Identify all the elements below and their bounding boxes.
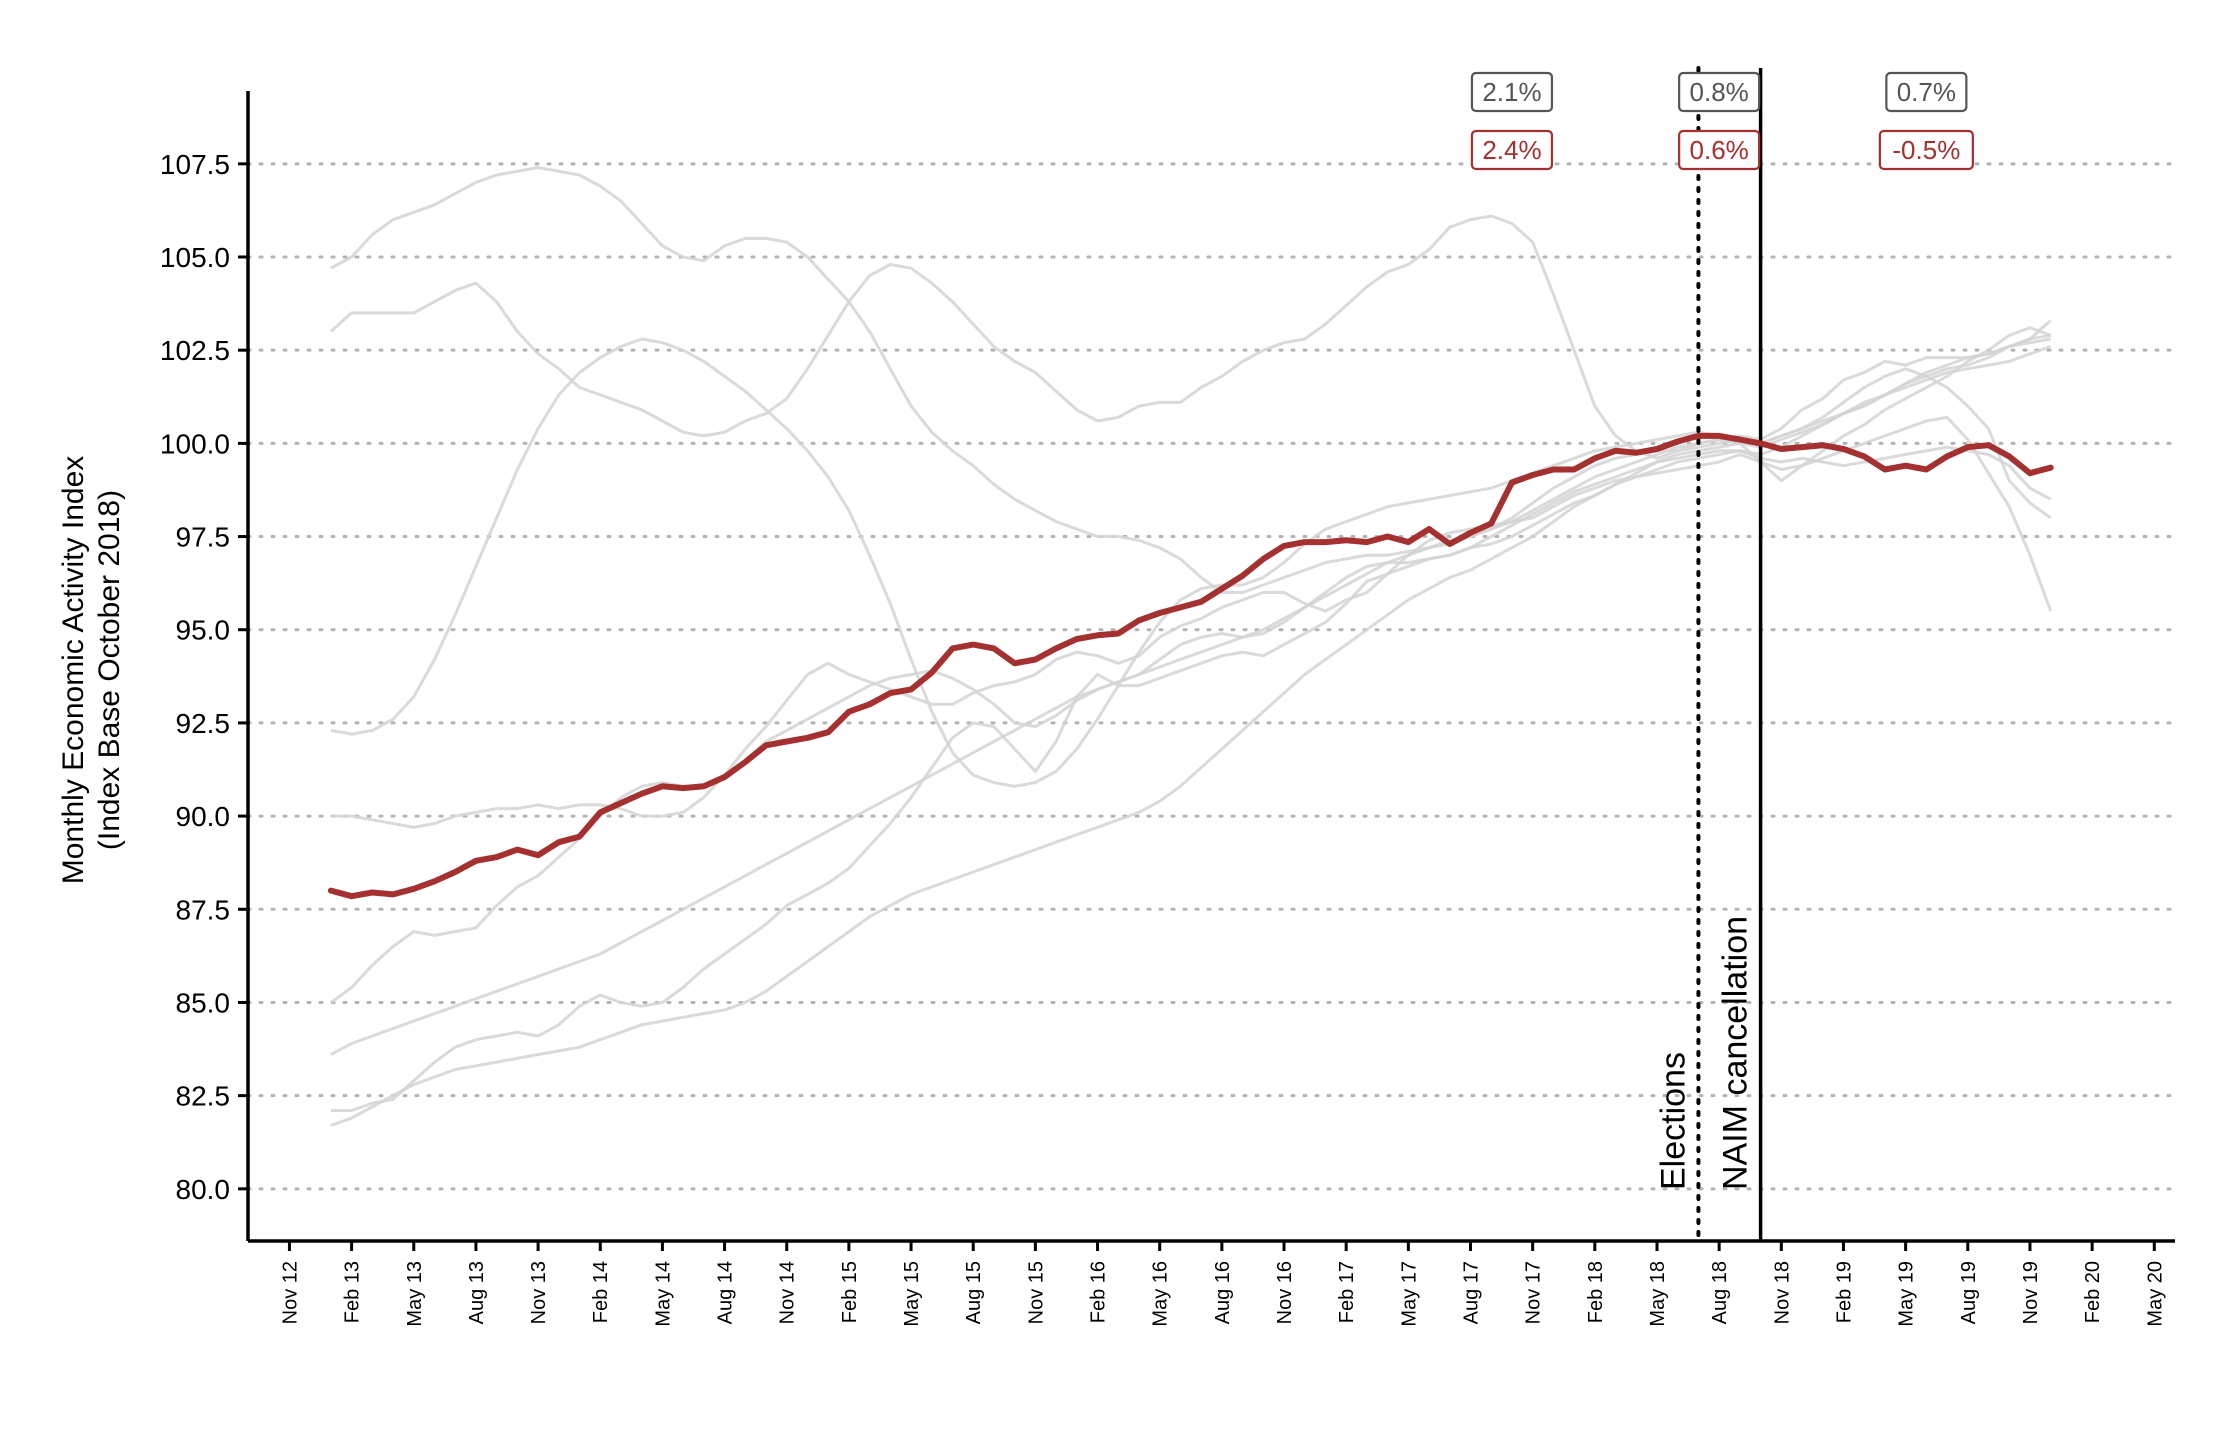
x-tick-label: Feb 20 xyxy=(2082,1261,2104,1323)
y-axis-title-line-2: (Index Base October 2018) xyxy=(93,490,126,850)
highlight-series-line xyxy=(327,432,2054,900)
x-tick-labels: Nov 12 Feb 13 May 13 Aug 13 Nov 13 Feb 14 May … xyxy=(279,1241,2166,1327)
event-markers: Elections NAIM cancellation xyxy=(1654,66,1763,1243)
y-tick-label: 105.0 xyxy=(160,242,230,273)
background-series-line-4 xyxy=(330,333,2051,829)
y-tick-label: 100.0 xyxy=(160,428,230,459)
x-tick-label: Nov 16 xyxy=(1274,1261,1296,1324)
x-tick-label: May 14 xyxy=(652,1261,674,1327)
annotation-box-red xyxy=(1470,129,1554,171)
x-tick-label: Nov 17 xyxy=(1523,1261,1545,1324)
annotation-label-gray: 2.1% xyxy=(1482,77,1541,107)
annotation-label-red: 0.6% xyxy=(1690,135,1749,165)
y-tick-label: 87.5 xyxy=(176,894,231,925)
background-series-line-1 xyxy=(330,337,2051,788)
background-series-line-8 xyxy=(330,326,2052,1127)
x-tick-label: Nov 18 xyxy=(1771,1261,1793,1324)
background-series-line-6 xyxy=(330,415,2053,1112)
event-label-naim-cancellation: NAIM cancellation xyxy=(1717,916,1755,1190)
y-tick-label: 80.0 xyxy=(176,1174,231,1205)
x-tick-label: Feb 13 xyxy=(342,1261,364,1323)
x-tick-label: May 17 xyxy=(1398,1261,1420,1327)
annotation-label-gray: 0.8% xyxy=(1690,77,1749,107)
x-tick-label: Nov 13 xyxy=(528,1261,550,1324)
gridlines xyxy=(246,162,2177,1191)
annotation-box-red xyxy=(1678,129,1761,171)
x-tick-label: Feb 14 xyxy=(590,1261,612,1323)
background-series-line-5 xyxy=(330,445,2052,1004)
y-axis-title-line-1: Monthly Economic Activity Index xyxy=(57,456,90,885)
x-tick-label: May 19 xyxy=(1896,1261,1918,1327)
x-tick-label: Nov 19 xyxy=(2020,1261,2042,1324)
x-tick-label: May 16 xyxy=(1150,1261,1172,1327)
x-tick-label: Aug 13 xyxy=(466,1261,488,1324)
y-tick-label: 107.5 xyxy=(160,149,230,180)
y-tick-label: 102.5 xyxy=(160,335,230,366)
x-tick-label: Nov 14 xyxy=(777,1261,799,1324)
background-series-group xyxy=(329,166,2053,1127)
x-tick-label: Nov 15 xyxy=(1025,1261,1047,1324)
x-tick-label: May 13 xyxy=(404,1261,426,1327)
background-series-line-7 xyxy=(330,345,2052,1056)
y-tick-label: 95.0 xyxy=(176,615,231,646)
axes xyxy=(246,91,2175,1243)
background-series-line-2 xyxy=(329,214,2052,460)
annotation-label-red: -0.5% xyxy=(1892,135,1960,165)
x-tick-label: Aug 17 xyxy=(1461,1261,1483,1324)
y-tick-label: 82.5 xyxy=(176,1081,231,1112)
y-tick-label: 90.0 xyxy=(176,801,231,832)
y-tick-label: 92.5 xyxy=(176,708,231,739)
y-tick-label: 85.0 xyxy=(176,987,231,1018)
x-tick-label: May 15 xyxy=(901,1261,923,1327)
x-tick-label: May 20 xyxy=(2144,1261,2166,1327)
x-tick-label: Feb 16 xyxy=(1088,1261,1110,1323)
annotation-box-red xyxy=(1878,129,1974,171)
x-tick-label: Feb 18 xyxy=(1585,1261,1607,1323)
y-tick-labels: 80.0 82.5 85.0 87.5 90.0 92.5 95.0 97.5 100.0 102… xyxy=(160,149,248,1205)
x-tick-label: Feb 19 xyxy=(1833,1261,1855,1323)
x-tick-label: Aug 19 xyxy=(1958,1261,1980,1324)
annotation-box-gray xyxy=(1885,71,1968,113)
annotation-box-gray xyxy=(1678,71,1761,113)
y-tick-label: 97.5 xyxy=(176,522,231,553)
background-series-line-3 xyxy=(330,166,2052,594)
annotation-label-gray: 0.7% xyxy=(1897,77,1956,107)
highlight-series-group xyxy=(327,432,2054,900)
x-tick-label: Feb 17 xyxy=(1336,1261,1358,1323)
x-tick-label: Nov 12 xyxy=(279,1261,301,1324)
x-tick-label: May 18 xyxy=(1647,1261,1669,1327)
growth-annotations: 2.1% 2.4% 0.8% 0.6% 0.7% -0.5% xyxy=(1470,71,1974,171)
x-tick-label: Feb 15 xyxy=(839,1261,861,1323)
x-tick-label: Aug 14 xyxy=(715,1261,737,1324)
x-tick-label: Aug 16 xyxy=(1212,1261,1234,1324)
annotation-label-red: 2.4% xyxy=(1482,135,1541,165)
x-tick-label: Aug 15 xyxy=(963,1261,985,1324)
event-label-elections: Elections xyxy=(1654,1052,1692,1190)
x-tick-label: Aug 18 xyxy=(1709,1261,1731,1324)
annotation-box-gray xyxy=(1470,71,1554,113)
